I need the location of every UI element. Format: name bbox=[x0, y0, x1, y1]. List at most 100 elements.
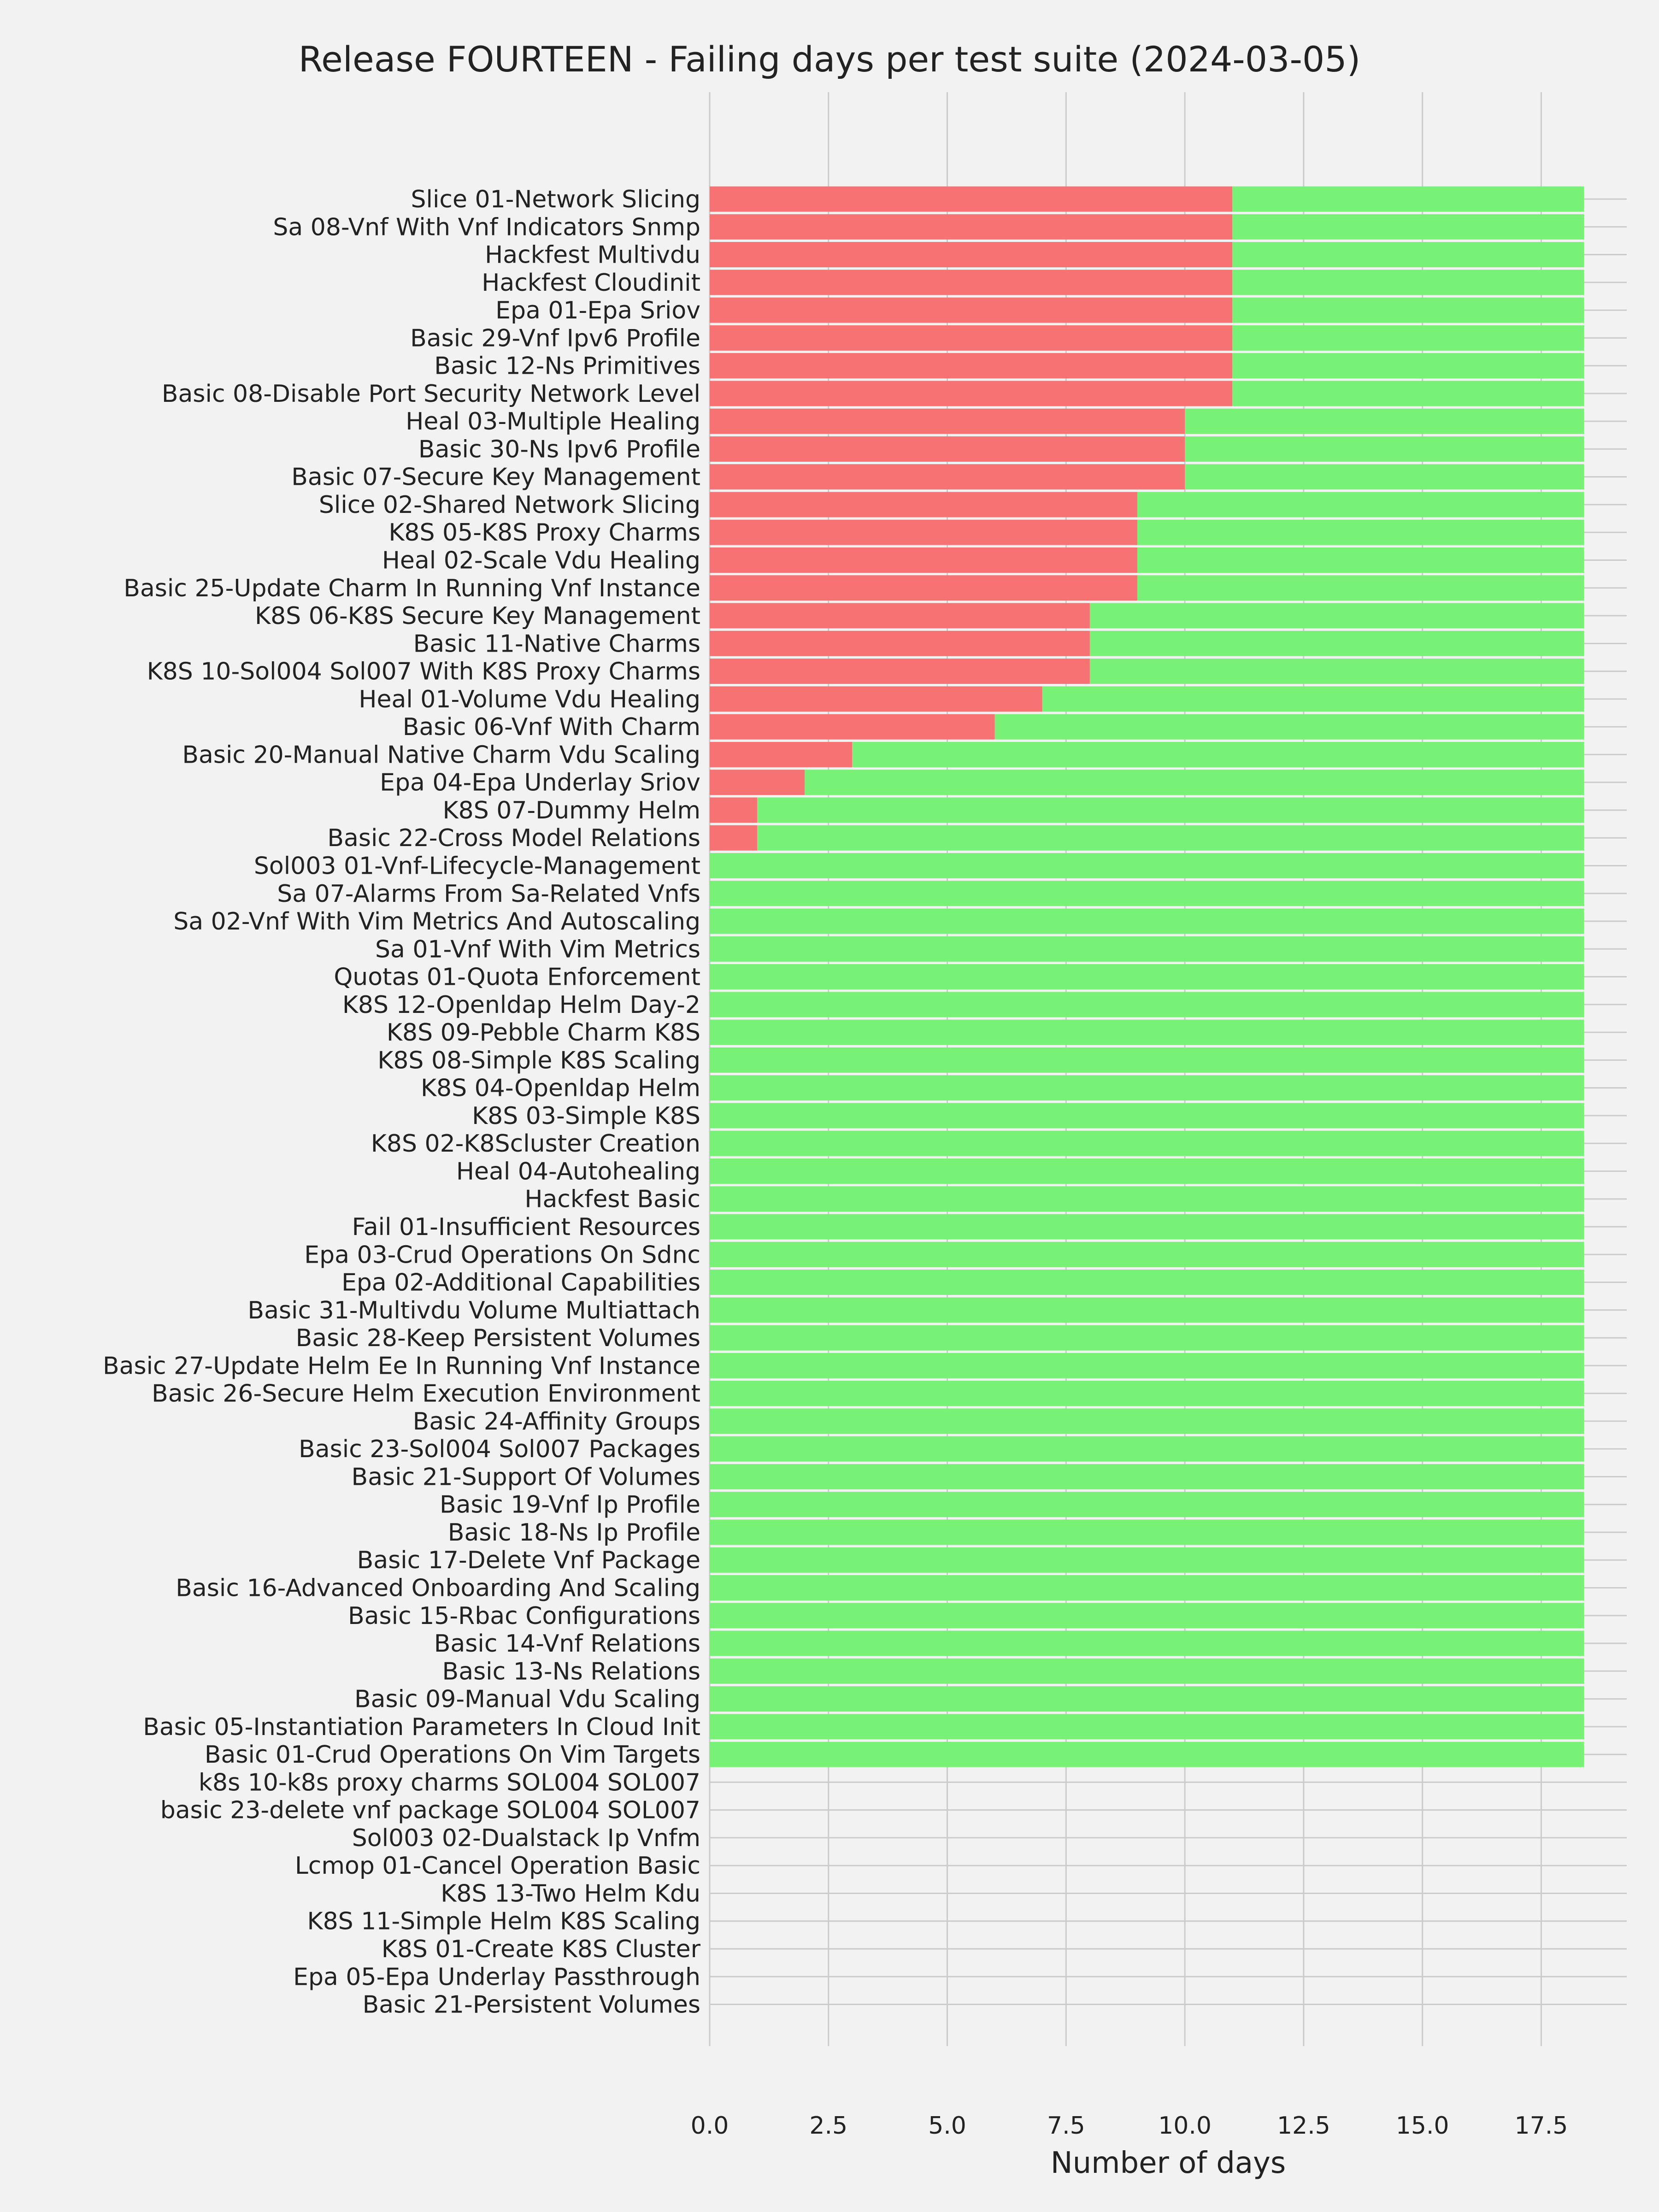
bar-passing-days bbox=[710, 992, 1584, 1018]
bar-passing-days bbox=[710, 1408, 1584, 1434]
bar-failing-days bbox=[710, 519, 1137, 545]
bar-passing-days bbox=[710, 1575, 1584, 1600]
bar-failing-days bbox=[710, 214, 1233, 240]
bar-passing-days bbox=[710, 853, 1584, 878]
bar-failing-days bbox=[710, 492, 1137, 518]
category-label: K8S 07-Dummy Helm bbox=[443, 797, 700, 824]
bar-failing-days bbox=[710, 714, 995, 740]
bar-passing-days bbox=[710, 1325, 1584, 1351]
x-tick-label: 12.5 bbox=[1277, 2112, 1330, 2140]
category-label: K8S 06-K8S Secure Key Management bbox=[255, 602, 700, 630]
category-label: Fail 01-Insufficient Resources bbox=[352, 1213, 700, 1241]
bar-passing-days bbox=[710, 1270, 1584, 1295]
category-label: Slice 02-Shared Network Slicing bbox=[319, 491, 700, 519]
bar-passing-days bbox=[710, 1214, 1584, 1240]
bar-passing-days bbox=[710, 1103, 1584, 1129]
bar-failing-days bbox=[710, 547, 1137, 573]
category-label: Basic 16-Advanced Onboarding And Scaling bbox=[176, 1575, 700, 1602]
x-tick-label: 2.5 bbox=[809, 2112, 847, 2140]
category-label: Basic 23-Sol004 Sol007 Packages bbox=[299, 1435, 700, 1463]
x-tick-label: 7.5 bbox=[1047, 2112, 1085, 2140]
category-label: K8S 11-Simple Helm K8S Scaling bbox=[307, 1908, 700, 1936]
bar-passing-days bbox=[1042, 686, 1584, 712]
category-label: Basic 09-Manual Vdu Scaling bbox=[354, 1686, 700, 1713]
bar-failing-days bbox=[710, 464, 1185, 490]
x-axis-ticks: 0.0 2.5 5.0 7.5 10.0 12.5 15.0 17.5 bbox=[691, 2112, 1568, 2140]
category-label: Epa 04-Epa Underlay Sriov bbox=[380, 769, 700, 797]
bar-passing-days bbox=[1232, 297, 1584, 323]
bar-passing-days bbox=[710, 1519, 1584, 1545]
category-label: Quotas 01-Quota Enforcement bbox=[334, 964, 700, 991]
category-label: K8S 02-K8Scluster Creation bbox=[371, 1130, 700, 1158]
bar-failing-days bbox=[710, 575, 1137, 601]
bar-passing-days bbox=[710, 1019, 1584, 1045]
category-label: Basic 11-Native Charms bbox=[413, 630, 700, 658]
category-label: Sa 01-Vnf With Vim Metrics bbox=[375, 935, 700, 963]
bar-passing-days bbox=[1232, 381, 1584, 406]
bar-passing-days bbox=[710, 1297, 1584, 1323]
category-label: Hackfest Cloudinit bbox=[482, 269, 700, 297]
category-label: K8S 08-Simple K8S Scaling bbox=[377, 1047, 700, 1074]
category-label: K8S 01-Create K8S Cluster bbox=[382, 1936, 701, 1963]
bar-failing-days bbox=[710, 242, 1233, 268]
category-label: Basic 26-Secure Helm Execution Environme… bbox=[152, 1380, 700, 1408]
category-label: Basic 27-Update Helm Ee In Running Vnf I… bbox=[103, 1352, 700, 1380]
bar-failing-days bbox=[710, 825, 758, 851]
category-label: Sa 07-Alarms From Sa-Related Vnfs bbox=[277, 880, 700, 908]
bar-passing-days bbox=[710, 964, 1584, 990]
bar-passing-days bbox=[710, 1436, 1584, 1462]
bar-passing-days bbox=[710, 1130, 1584, 1156]
bar-passing-days bbox=[1137, 492, 1584, 518]
bar-passing-days bbox=[1137, 547, 1584, 573]
category-label: Heal 03-Multiple Healing bbox=[406, 408, 700, 435]
bar-passing-days bbox=[710, 1075, 1584, 1101]
bar-failing-days bbox=[710, 797, 758, 823]
bar-passing-days bbox=[710, 1603, 1584, 1629]
category-label: Basic 13-Ns Relations bbox=[442, 1658, 700, 1685]
category-label: k8s 10-k8s proxy charms SOL004 SOL007 bbox=[199, 1769, 700, 1796]
category-label: basic 23-delete vnf package SOL004 SOL00… bbox=[160, 1797, 700, 1824]
bar-passing-days bbox=[710, 1158, 1584, 1184]
bar-passing-days bbox=[710, 1686, 1584, 1712]
bar-passing-days bbox=[994, 714, 1584, 740]
bar-passing-days bbox=[710, 1630, 1584, 1656]
category-label: Basic 25-Update Charm In Running Vnf Ins… bbox=[124, 575, 700, 602]
category-label: Epa 05-Epa Underlay Passthrough bbox=[293, 1963, 700, 1991]
category-label: Basic 28-Keep Persistent Volumes bbox=[296, 1324, 700, 1352]
category-label: Heal 02-Scale Vdu Healing bbox=[382, 547, 700, 575]
category-label: Basic 22-Cross Model Relations bbox=[327, 824, 700, 852]
category-label: Basic 14-Vnf Relations bbox=[434, 1630, 700, 1658]
category-label: Sol003 01-Vnf-Lifecycle-Management bbox=[254, 852, 700, 880]
category-label: Hackfest Basic bbox=[524, 1186, 700, 1213]
category-label: Basic 07-Secure Key Management bbox=[291, 464, 700, 491]
bar-failing-days bbox=[710, 408, 1185, 434]
category-label: Epa 02-Additional Capabilities bbox=[341, 1269, 700, 1297]
category-label: K8S 12-Openldap Helm Day-2 bbox=[342, 991, 700, 1019]
bar-passing-days bbox=[710, 1241, 1584, 1267]
category-label: Sol003 02-Dualstack Ip Vnfm bbox=[352, 1824, 700, 1852]
x-tick-label: 0.0 bbox=[691, 2112, 729, 2140]
bar-passing-days bbox=[1232, 242, 1584, 268]
bar-passing-days bbox=[710, 1047, 1584, 1073]
category-label: Heal 01-Volume Vdu Healing bbox=[359, 686, 700, 713]
bar-passing-days bbox=[710, 1464, 1584, 1489]
bar-passing-days bbox=[1232, 325, 1584, 351]
category-label: Basic 29-Vnf Ipv6 Profile bbox=[410, 324, 700, 352]
bar-failing-days bbox=[710, 381, 1233, 406]
bar-failing-days bbox=[710, 436, 1185, 462]
bar-failing-days bbox=[710, 325, 1233, 351]
category-label: Basic 06-Vnf With Charm bbox=[403, 713, 700, 741]
category-label: Basic 30-Ns Ipv6 Profile bbox=[418, 435, 700, 463]
bar-passing-days bbox=[710, 1741, 1584, 1767]
bar-passing-days bbox=[1185, 464, 1584, 490]
bar-passing-days bbox=[1185, 408, 1584, 434]
chart-title: Release FOURTEEN - Failing days per test… bbox=[299, 39, 1360, 80]
category-label: Basic 24-Affinity Groups bbox=[413, 1408, 700, 1435]
category-label: Hackfest Multivdu bbox=[485, 241, 700, 269]
bar-passing-days bbox=[1232, 186, 1584, 212]
x-tick-label: 5.0 bbox=[928, 2112, 966, 2140]
bar-passing-days bbox=[805, 770, 1584, 795]
x-axis-label: Number of days bbox=[1051, 2146, 1286, 2180]
